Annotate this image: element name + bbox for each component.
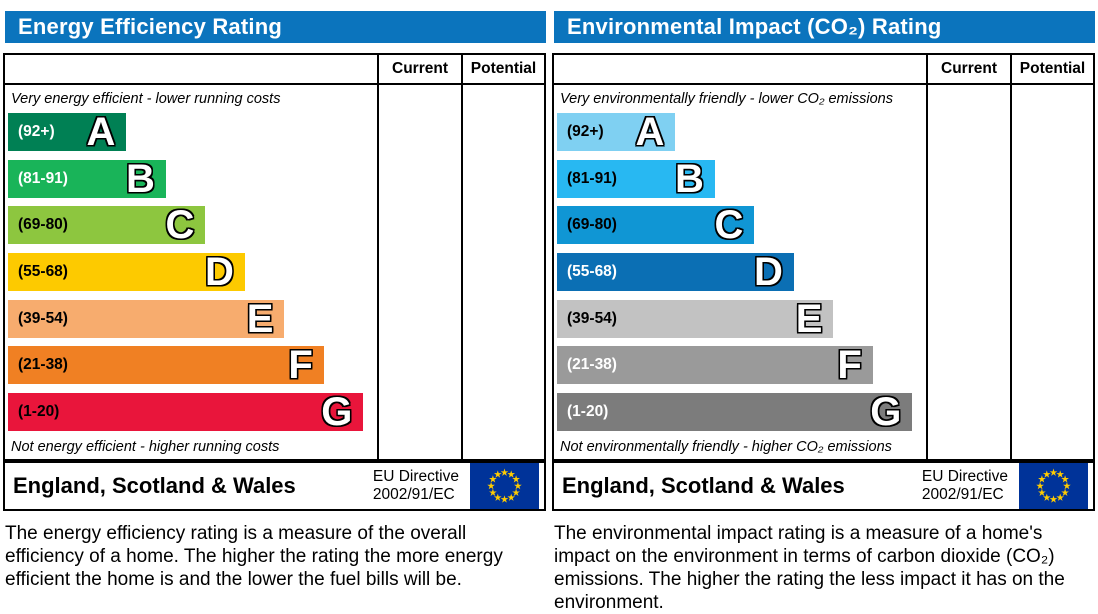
band-b: (81-91) B (8, 156, 166, 201)
current-column-header: Current (377, 55, 461, 83)
band-range-label: (39-54) (567, 309, 617, 327)
band-letter: F (288, 343, 313, 388)
band-range-label: (55-68) (567, 262, 617, 280)
eu-directive-label: EU Directive 2002/91/EC (922, 468, 1008, 504)
band-range-label: (81-91) (18, 169, 68, 187)
panel-description: The environmental impact rating is a mea… (554, 523, 1065, 613)
band-range-label: (39-54) (18, 309, 68, 327)
band-g: (1-20) G (8, 389, 364, 434)
band-a: (92+) A (557, 110, 676, 154)
environmental-impact-panel: Environmental Impact (CO₂) Rating Curren… (552, 0, 1095, 614)
potential-column-cell (461, 85, 544, 459)
band-range-label: (21-38) (567, 356, 617, 374)
region-label: England, Scotland & Wales (562, 473, 845, 498)
table-header-row: Current Potential (554, 55, 1093, 85)
table-body: Very environmentally friendly - lower CO… (554, 85, 1093, 459)
bottom-note: Not environmentally friendly - higher CO… (560, 439, 892, 455)
band-letter: B (126, 156, 155, 201)
rating-bands: (92+) A (81-91) B (69-80) C (55-68) (5, 111, 377, 433)
top-note: Very environmentally friendly - lower CO… (560, 91, 893, 107)
eu-flag-icon (469, 463, 540, 509)
region-footer: England, Scotland & Wales EU Directive 2… (3, 461, 546, 511)
band-c: (69-80) C (557, 203, 755, 248)
band-range-label: (1-20) (18, 402, 60, 420)
table-header-row: Current Potential (5, 55, 544, 85)
band-range-label: (21-38) (18, 356, 68, 374)
band-range-label: (69-80) (18, 216, 68, 234)
region-label: England, Scotland & Wales (13, 473, 296, 498)
band-letter: F (837, 343, 862, 388)
top-note: Very energy efficient - lower running co… (11, 91, 281, 107)
band-d: (55-68) D (8, 249, 245, 294)
band-e: (39-54) E (8, 296, 285, 341)
band-range-label: (81-91) (567, 169, 617, 187)
eu-directive-line2: 2002/91/EC (921, 486, 1004, 503)
energy-efficiency-panel: Energy Efficiency Rating Current Potenti… (3, 0, 546, 614)
band-range-label: (55-68) (18, 262, 68, 280)
band-letter: E (795, 296, 823, 341)
eu-flag-icon (1018, 463, 1089, 509)
band-b: (81-91) B (557, 156, 715, 201)
band-f: (21-38) F (8, 343, 324, 388)
table-header-spacer (554, 55, 926, 83)
panel-title-bar: Energy Efficiency Rating (5, 11, 546, 43)
band-chart-column: Very environmentally friendly - lower CO… (554, 85, 926, 459)
region-footer: England, Scotland & Wales EU Directive 2… (552, 461, 1095, 511)
band-letter: A (86, 110, 116, 154)
rating-table: Current Potential Very energy efficient … (3, 53, 546, 461)
band-range-label: (92+) (567, 123, 604, 140)
rating-table: Current Potential Very environmentally f… (552, 53, 1095, 461)
current-column-header: Current (926, 55, 1010, 83)
band-letter: A (635, 110, 665, 154)
page-title: Energy Efficiency Rating (18, 14, 282, 39)
band-range-label: (92+) (18, 123, 55, 140)
band-letter: B (675, 156, 704, 201)
potential-column-header: Potential (461, 55, 544, 83)
eu-directive-line1: EU Directive (921, 468, 1008, 486)
band-letter: D (754, 249, 783, 294)
panel-title-bar: Environmental Impact (CO₂) Rating (554, 11, 1095, 43)
band-e: (39-54) E (557, 296, 834, 341)
band-c: (69-80) C (8, 203, 206, 248)
band-g: (1-20) G (557, 389, 913, 434)
band-letter: C (714, 203, 744, 248)
bottom-note: Not energy efficient - higher running co… (11, 439, 280, 455)
band-letter: C (165, 203, 195, 248)
band-letter: G (321, 389, 353, 434)
band-range-label: (69-80) (567, 216, 617, 234)
eu-directive-line1: EU Directive (372, 468, 459, 486)
current-column-cell (377, 85, 461, 459)
page-title: Environmental Impact (CO₂) Rating (567, 14, 942, 39)
eu-directive-label: EU Directive 2002/91/EC (373, 468, 459, 504)
panel-description: The energy efficiency rating is a measur… (5, 523, 503, 590)
band-letter: D (205, 249, 234, 294)
potential-column-cell (1010, 85, 1093, 459)
band-range-label: (1-20) (567, 402, 609, 420)
band-f: (21-38) F (557, 343, 873, 388)
current-column-cell (926, 85, 1010, 459)
table-header-spacer (5, 55, 377, 83)
table-body: Very energy efficient - lower running co… (5, 85, 544, 459)
potential-column-header: Potential (1010, 55, 1093, 83)
band-letter: G (870, 389, 902, 434)
band-a: (92+) A (8, 110, 127, 154)
rating-bands: (92+) A (81-91) B (69-80) C (55-68) (554, 111, 926, 433)
band-d: (55-68) D (557, 249, 794, 294)
eu-directive-line2: 2002/91/EC (372, 486, 455, 503)
band-letter: E (246, 296, 274, 341)
band-chart-column: Very energy efficient - lower running co… (5, 85, 377, 459)
